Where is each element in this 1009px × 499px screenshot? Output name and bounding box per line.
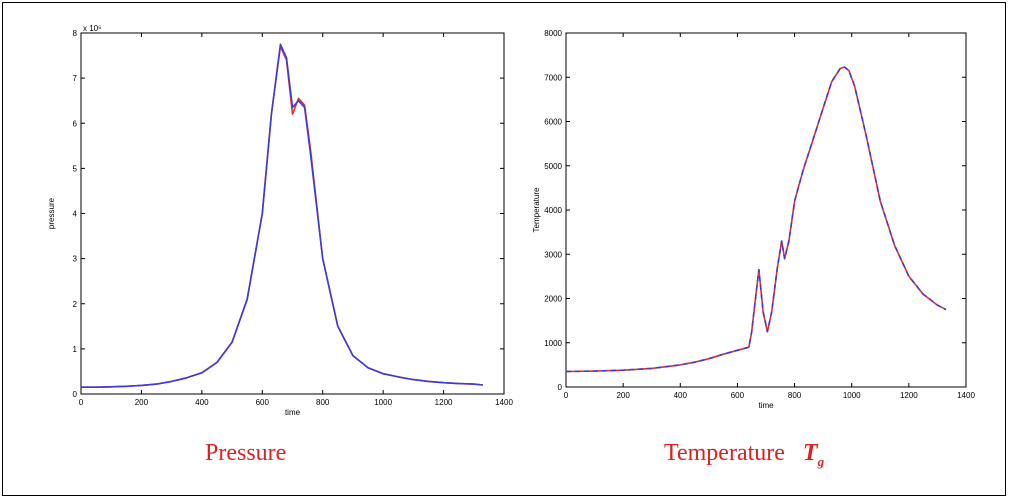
pressure-caption: Pressure bbox=[205, 440, 287, 466]
chart-2-series-line-1 bbox=[565, 66, 947, 373]
chart-2-y-axis-label: Temperature bbox=[532, 187, 541, 232]
chart-1-y-tick-label: 4 bbox=[73, 210, 78, 219]
chart-1-x-tick-label: 400 bbox=[195, 398, 209, 407]
chart-1-y-tick-label: 6 bbox=[73, 119, 78, 128]
chart-1-y-tick-label: 7 bbox=[73, 74, 78, 83]
chart-1-y-tick-label: 0 bbox=[73, 390, 78, 399]
chart-1-x-axis-label: time bbox=[285, 408, 301, 417]
chart-2-series-line-2 bbox=[565, 66, 947, 373]
chart-2-x-tick-label: 800 bbox=[788, 391, 802, 400]
chart-2-y-tick-label: 7000 bbox=[544, 73, 562, 82]
chart-1-y-tick-label: 3 bbox=[73, 255, 78, 264]
chart-2-x-tick-label: 400 bbox=[674, 391, 688, 400]
chart-2-x-tick-label: 1200 bbox=[900, 391, 918, 400]
chart-1-axes-box bbox=[80, 32, 505, 395]
chart-2-axes-box bbox=[565, 32, 967, 388]
chart-1-x-tick-label: 1000 bbox=[374, 398, 392, 407]
temperature-symbol: Tg bbox=[802, 440, 825, 469]
chart-2-x-tick-label: 600 bbox=[731, 391, 745, 400]
chart-2-x-tick-label: 1400 bbox=[957, 391, 975, 400]
chart-1-exponent-label: x 10⁶ bbox=[83, 24, 101, 33]
chart-1-series-line-2 bbox=[81, 43, 483, 388]
chart-2-y-tick-label: 3000 bbox=[544, 250, 562, 259]
chart-1-x-tick-label: 800 bbox=[316, 398, 330, 407]
chart-1-x-tick-label: 600 bbox=[256, 398, 270, 407]
chart-2-y-tick-label: 2000 bbox=[544, 295, 562, 304]
chart-2-y-tick-label: 5000 bbox=[544, 162, 562, 171]
chart-2-x-tick-label: 200 bbox=[616, 391, 630, 400]
chart-1-x-tick-label: 200 bbox=[135, 398, 149, 407]
chart-2-y-tick-label: 8000 bbox=[544, 29, 562, 38]
temperature-caption: Temperature Tg bbox=[664, 440, 825, 469]
chart-1-series-line-1 bbox=[81, 45, 483, 388]
chart-1-x-tick-label: 1200 bbox=[435, 398, 453, 407]
chart-1-y-tick-label: 8 bbox=[73, 29, 78, 38]
chart-2-y-tick-label: 1000 bbox=[544, 339, 562, 348]
chart-1-y-tick-label: 2 bbox=[73, 300, 78, 309]
chart-2-x-tick-label: 0 bbox=[564, 391, 569, 400]
chart-1-y-tick-label: 5 bbox=[73, 164, 78, 173]
chart-2-x-axis-label: time bbox=[758, 401, 774, 410]
chart-2-x-tick-label: 1000 bbox=[843, 391, 861, 400]
chart-1-y-axis-label: pressure bbox=[47, 197, 56, 229]
chart-1-y-tick-label: 1 bbox=[73, 345, 78, 354]
chart-2-y-tick-label: 6000 bbox=[544, 118, 562, 127]
chart-2-y-tick-label: 0 bbox=[558, 383, 563, 392]
chart-2-y-tick-label: 4000 bbox=[544, 206, 562, 215]
chart-1-x-tick-label: 1400 bbox=[495, 398, 513, 407]
chart-1-x-tick-label: 0 bbox=[79, 398, 84, 407]
